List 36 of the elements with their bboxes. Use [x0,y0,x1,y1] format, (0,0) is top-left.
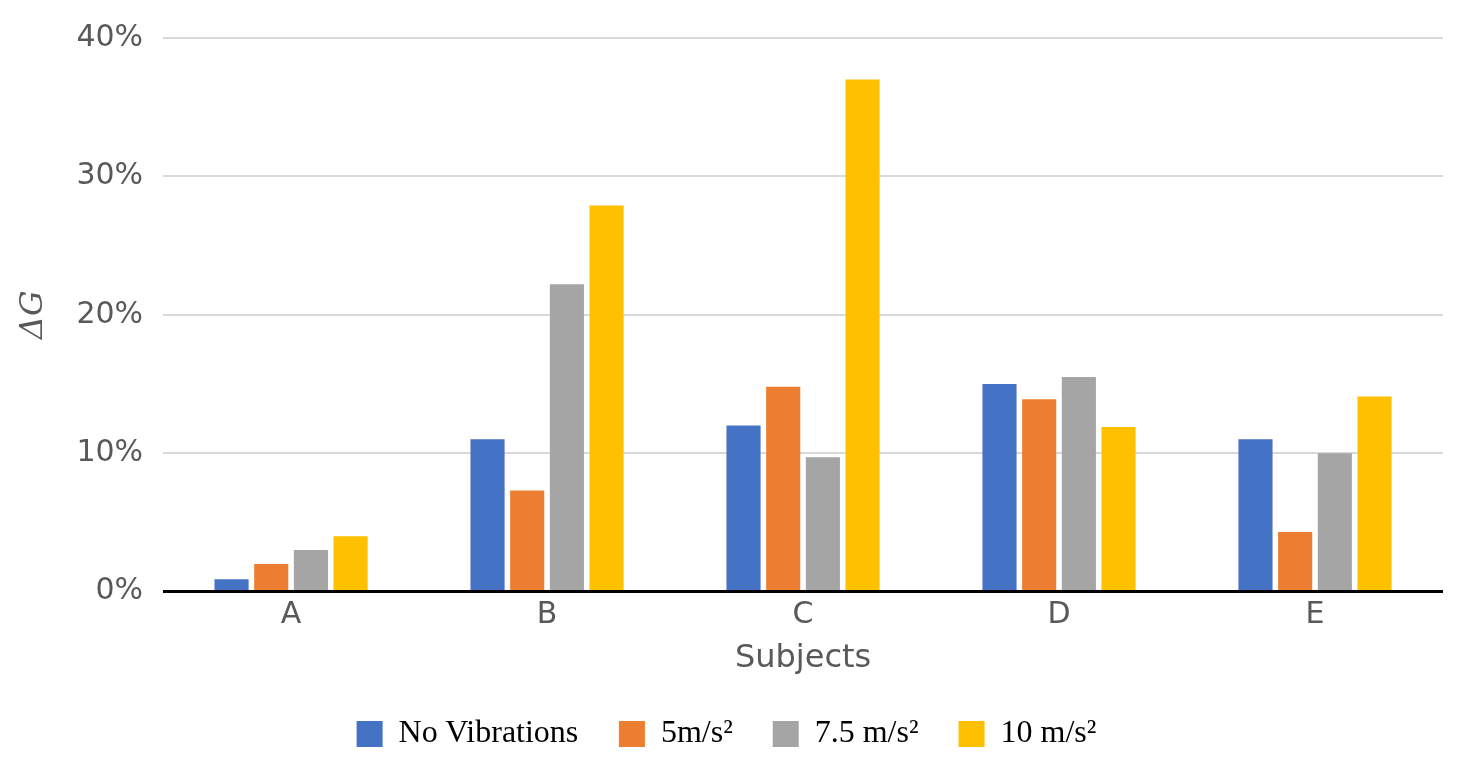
bar [1061,377,1096,591]
bar [470,439,505,591]
bar [726,425,761,591]
y-tick-label: 0% [95,571,144,607]
bar [1101,426,1136,591]
bar [589,205,624,591]
y-tick-label: 40% [76,17,144,53]
x-tick-label: C [792,595,814,631]
legend-label: No Vibrations [398,713,579,750]
bar [1238,439,1273,591]
y-tick-label: 30% [76,156,144,192]
x-tick-label: A [280,595,302,631]
bar [549,284,584,591]
bar [805,457,840,591]
bar [214,579,249,591]
bar [1278,532,1313,591]
legend-label: 7.5 m/s² [814,713,919,750]
bar [766,386,801,591]
bar [293,550,328,591]
y-tick-label: 20% [76,294,144,330]
bar [1317,453,1352,591]
bar [254,563,289,591]
x-tick-label: E [1305,595,1325,631]
bar [1022,399,1057,591]
y-axis-title: ΔG [11,290,50,342]
legend-label: 10 m/s² [1000,713,1097,750]
x-axis-title: Subjects [734,637,872,676]
bar [1357,396,1392,591]
legend-label: 5m/s² [660,713,733,750]
x-tick-label: D [1047,595,1071,631]
bar [982,384,1017,591]
bar [333,536,368,591]
bar [510,490,545,591]
y-tick-label: 10% [76,433,144,468]
bar [845,79,880,591]
x-tick-label: B [536,595,558,631]
